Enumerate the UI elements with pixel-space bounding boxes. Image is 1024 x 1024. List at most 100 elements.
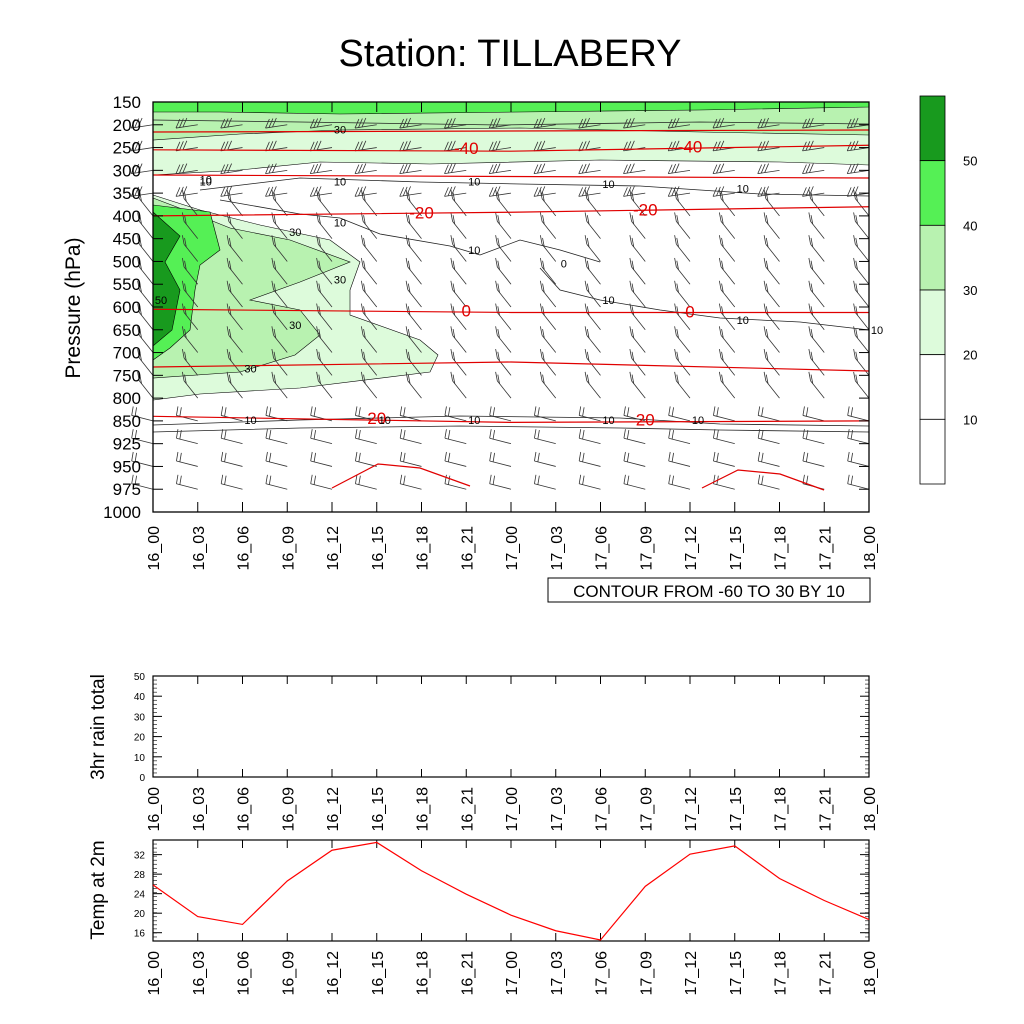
wind-barb — [757, 429, 780, 445]
wind-barb — [629, 280, 646, 308]
wind-contour-label: 30 — [289, 320, 301, 332]
wind-barb — [450, 371, 467, 399]
wind-barb — [667, 117, 691, 129]
wind-barb — [853, 280, 870, 308]
rain-xtick-label: 17_18 — [773, 787, 790, 832]
wind-barb — [354, 117, 377, 129]
wind-barb — [265, 117, 288, 129]
wind-contour-line — [219, 199, 601, 263]
contour-labels: -40 -40 -20 -20 0 0 20 20 30 10 10 10 10 10 10 10 30 10 0 3… — [155, 124, 883, 429]
wind-barb — [309, 117, 333, 129]
wind-barb — [399, 451, 422, 467]
wind-barb — [360, 349, 378, 376]
wind-barb — [584, 349, 601, 376]
wind-barb — [360, 371, 378, 399]
wind-barb — [405, 371, 422, 399]
time-tick-label: 17_18 — [773, 526, 790, 571]
wind-barb — [623, 117, 646, 129]
wind-barb — [444, 451, 467, 467]
wind-barb — [757, 406, 780, 422]
wind-barb — [674, 326, 691, 353]
wind-barb — [488, 186, 512, 197]
wind-barb — [539, 326, 557, 353]
wind-barb — [623, 429, 646, 445]
colorbar-label: 20 — [963, 348, 977, 363]
pressure-tick-label: 975 — [113, 480, 141, 499]
wind-barb — [629, 326, 646, 353]
wind-barb — [181, 280, 199, 308]
wind-barb — [802, 474, 825, 490]
wind-barb — [360, 212, 378, 239]
wind-barb — [718, 212, 736, 239]
wind-barb — [623, 474, 646, 490]
wind-barb — [495, 189, 512, 217]
chart-title: Station: TILLABERY — [339, 33, 682, 75]
wind-barb — [623, 163, 646, 175]
temperature-contour-label: 20 — [367, 409, 386, 428]
wind-barb — [399, 140, 422, 152]
wind-barb — [712, 117, 735, 129]
wind-barb — [533, 186, 556, 197]
wind-barb — [450, 303, 467, 331]
wind-barb — [137, 349, 154, 376]
pressure-tick-label: 925 — [113, 435, 141, 454]
wind-barb — [316, 326, 333, 353]
temp-xtick-label: 16_09 — [280, 951, 297, 996]
wind-contour-label: 10 — [244, 415, 256, 427]
wind-barb — [130, 163, 154, 175]
pressure-tick-label: 400 — [113, 207, 141, 226]
wind-barb — [226, 371, 243, 399]
pressure-tick-label: 200 — [113, 116, 141, 135]
wind-contour-label: 10 — [737, 315, 749, 327]
wind-barb — [718, 280, 736, 308]
wind-contour-label: 10 — [602, 179, 614, 191]
wind-barb — [316, 257, 333, 285]
time-tick-label: 17_00 — [504, 526, 521, 571]
wind-barb — [718, 189, 736, 217]
colorbar-label: 10 — [963, 412, 977, 427]
wind-barb — [584, 257, 601, 285]
wind-contour-line — [152, 119, 870, 126]
wind-barb — [444, 474, 467, 490]
temp-xtick-label: 16_00 — [146, 951, 163, 996]
wind-barb — [355, 474, 377, 490]
wind-barb — [181, 257, 199, 285]
rain-xtick-label: 17_21 — [817, 787, 834, 832]
temp-xtick-label: 17_18 — [773, 951, 790, 996]
wind-barb — [316, 349, 333, 376]
wind-barb — [578, 163, 601, 175]
temp-xtick-label: 16_03 — [191, 951, 208, 996]
wind-barb — [578, 451, 601, 467]
wind-barb — [534, 406, 556, 422]
wind-barb — [399, 163, 422, 175]
pressure-tick-label: 850 — [113, 412, 141, 431]
wind-barb — [847, 406, 870, 422]
wind-barb — [668, 406, 691, 422]
rain-xtick-label: 17_06 — [594, 787, 611, 832]
rain-xtick-label: 16_06 — [236, 787, 253, 832]
wind-barb — [137, 235, 154, 262]
wind-barb — [534, 429, 556, 445]
wind-barb — [450, 257, 467, 285]
wind-barb — [226, 349, 243, 376]
wind-barb — [444, 429, 467, 445]
wind-barb — [539, 212, 557, 239]
wind-barb — [667, 186, 691, 197]
wind-barb — [802, 117, 825, 129]
wind-barb — [718, 303, 736, 331]
pressure-tick-label: 350 — [113, 184, 141, 203]
wind-barb — [488, 140, 512, 152]
rain-xtick-label: 17_12 — [683, 787, 700, 832]
wind-barb — [539, 257, 557, 285]
wind-barb — [718, 257, 736, 285]
wind-barb — [137, 303, 154, 331]
wind-barb — [271, 280, 288, 308]
wind-barb — [316, 189, 333, 217]
wind-contour-label: 0 — [561, 259, 567, 271]
wind-barb — [674, 212, 691, 239]
wind-barb — [495, 371, 512, 399]
wind-contour-label: 10 — [602, 415, 614, 427]
wind-barb — [495, 235, 512, 262]
rain-frame — [152, 675, 870, 778]
wind-barb — [808, 371, 825, 399]
